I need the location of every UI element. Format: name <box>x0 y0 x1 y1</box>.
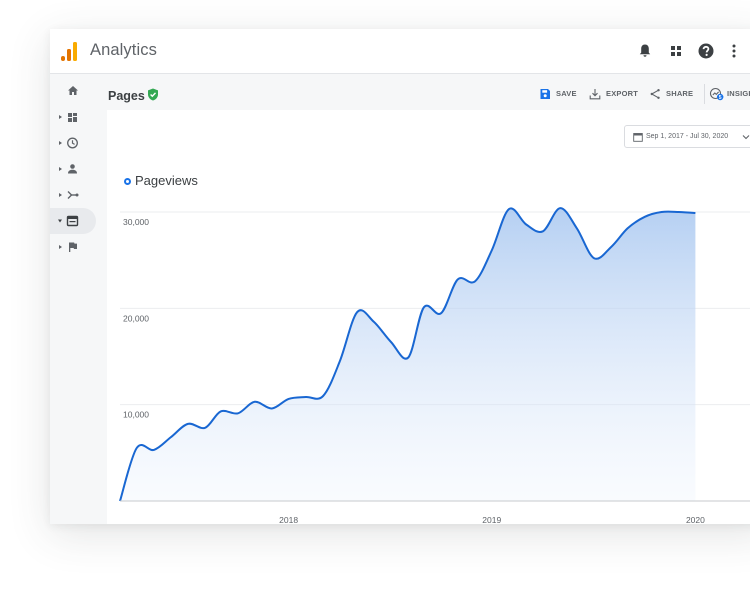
app-title: Analytics <box>90 41 157 59</box>
x-tick-label: 2020 <box>686 515 705 524</box>
chevron-right-icon <box>59 115 62 119</box>
flag-icon <box>69 242 77 252</box>
sidebar-item-audience[interactable] <box>50 156 96 182</box>
export-button[interactable]: EXPORT <box>589 87 641 101</box>
share-button[interactable]: SHARE <box>649 87 697 101</box>
chevron-right-icon <box>59 245 62 249</box>
insights-button[interactable]: 5 INSIGH <box>709 87 750 101</box>
verified-shield-icon <box>148 88 158 101</box>
y-tick-label: 30,000 <box>123 217 149 227</box>
export-icon <box>589 89 601 100</box>
x-tick-label: 2018 <box>279 515 298 524</box>
insights-badge: 5 <box>719 95 722 101</box>
chevron-right-icon <box>59 167 62 171</box>
sidebar-item-behavior[interactable] <box>50 208 96 234</box>
page-title: Pages <box>108 89 145 103</box>
calendar-icon <box>633 133 643 142</box>
analytics-logo-icon <box>61 42 77 61</box>
save-button[interactable]: SAVE <box>539 87 579 101</box>
top-app-bar: Analytics <box>50 29 750 74</box>
sidebar-item-customization[interactable] <box>50 104 96 130</box>
sidebar-item-realtime[interactable] <box>50 130 96 156</box>
home-icon <box>68 86 78 95</box>
y-tick-label: 20,000 <box>123 313 149 323</box>
behavior-icon <box>66 215 79 227</box>
pageviews-area-chart: 10,000 20,000 30,000 2018 2019 2020 <box>119 207 750 524</box>
left-nav-sidebar <box>50 74 106 524</box>
sidebar-item-acquisition[interactable] <box>50 182 96 208</box>
pageviews-line <box>119 207 696 502</box>
share-icon <box>650 89 660 99</box>
chevron-right-icon <box>59 193 62 197</box>
chevron-down-icon <box>58 219 62 223</box>
legend-marker <box>124 178 131 185</box>
bell-icon[interactable] <box>636 42 654 60</box>
person-icon <box>68 164 77 174</box>
analytics-window: Analytics <box>50 29 750 524</box>
sidebar-item-home[interactable] <box>50 78 96 104</box>
page-header: Pages SAVE EXPORT <box>107 74 750 110</box>
x-tick-label: 2019 <box>482 515 501 524</box>
pageviews-area <box>120 208 696 501</box>
help-icon[interactable] <box>697 42 715 60</box>
save-icon <box>540 89 550 99</box>
dashboard-icon <box>68 113 77 122</box>
apps-grid-icon[interactable] <box>667 42 685 60</box>
action-divider <box>704 84 705 104</box>
chart-card: Sep 1, 2017 - Jul 30, 2020 Pageviews 10,… <box>107 110 750 524</box>
date-range-label: Sep 1, 2017 - Jul 30, 2020 <box>646 133 729 140</box>
clock-icon <box>67 137 78 149</box>
sidebar-item-conversions[interactable] <box>50 234 96 260</box>
chevron-down-icon <box>742 135 750 140</box>
legend-label-pageviews: Pageviews <box>135 173 198 188</box>
more-vert-icon[interactable] <box>725 42 743 60</box>
y-tick-label: 10,000 <box>123 410 149 420</box>
date-range-picker[interactable]: Sep 1, 2017 - Jul 30, 2020 <box>624 125 750 148</box>
chevron-right-icon <box>59 141 62 145</box>
insights-icon: 5 <box>709 87 724 101</box>
acquisition-icon <box>67 191 76 199</box>
